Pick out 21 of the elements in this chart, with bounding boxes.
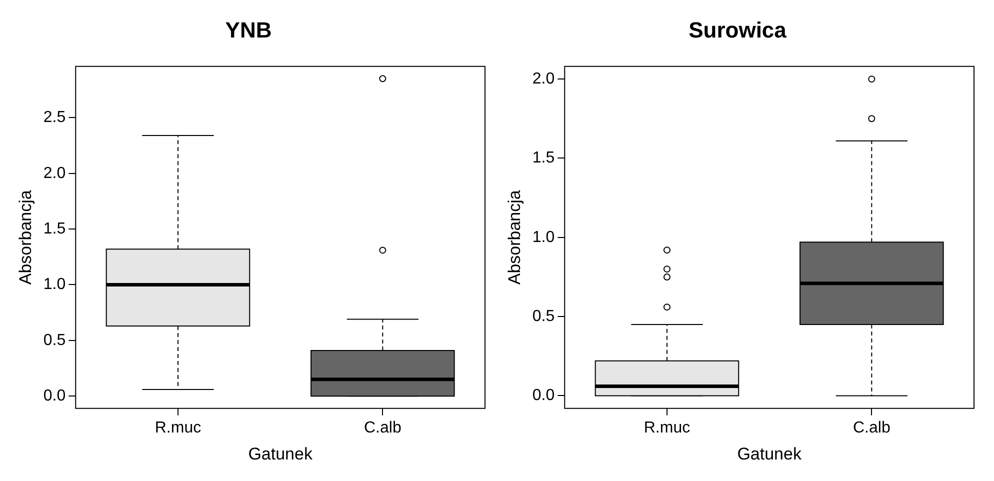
y-tick-label: 0.0 (532, 387, 555, 404)
chart-title: Surowica (688, 17, 788, 42)
chart-title: YNB (225, 17, 272, 42)
y-tick-label: 2.0 (43, 164, 66, 182)
x-tick-label: C.alb (852, 419, 890, 436)
y-axis-title: Absorbancja (16, 190, 35, 285)
x-axis-title: Gatunek (737, 444, 802, 464)
y-tick-label: 1.0 (532, 228, 555, 246)
y-tick-label: 1.5 (43, 220, 66, 238)
y-tick-label: 0.0 (43, 388, 66, 405)
x-tick-label: R.muc (644, 419, 690, 436)
x-tick-label: C.alb (364, 419, 402, 436)
x-axis-title: Gatunek (248, 444, 313, 464)
x-tick-label: R.muc (154, 419, 202, 436)
y-tick-label: 2.5 (43, 109, 66, 126)
y-tick-label: 2.0 (532, 70, 555, 88)
y-tick-label: 0.5 (43, 332, 66, 349)
y-axis-title: Absorbancja (504, 190, 524, 285)
y-tick-label: 1.0 (43, 276, 66, 294)
y-tick-label: 0.5 (532, 308, 555, 325)
y-tick-label: 1.5 (532, 150, 555, 167)
